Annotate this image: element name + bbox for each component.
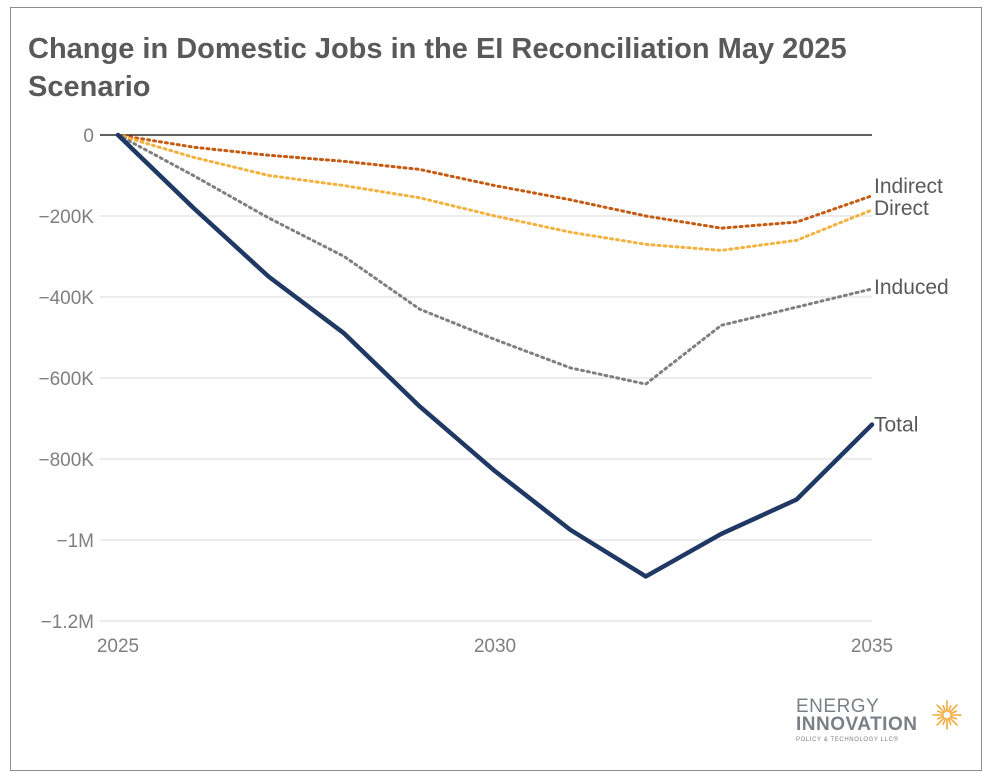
series-line-indirect <box>116 133 874 230</box>
series-lines <box>115 132 875 579</box>
logo-text-tagline: POLICY & TECHNOLOGY LLC® <box>796 737 899 743</box>
energy-innovation-logo: ENERGY INNOVATION POLICY & TECHNOLOGY LL… <box>796 697 966 749</box>
sun-ray <box>942 717 947 726</box>
sun-ray <box>949 717 958 726</box>
chart-title: Change in Domestic Jobs in the EI Reconc… <box>28 33 847 103</box>
y-tick-label: −600K <box>39 369 95 390</box>
sunburst-icon <box>932 700 962 730</box>
sun-ray <box>949 704 958 713</box>
y-tick-label: −400K <box>39 288 95 309</box>
sun-ray <box>936 710 945 715</box>
x-tick-label: 2025 <box>97 636 139 657</box>
series-line-total <box>115 132 875 579</box>
y-tick-label: −1.2M <box>41 612 94 633</box>
y-tick-label: −800K <box>39 450 95 471</box>
series-line-direct <box>116 133 874 252</box>
series-label-induced: Induced <box>874 276 949 299</box>
series-label-direct: Direct <box>874 197 929 220</box>
logo-text-innovation: INNOVATION <box>796 714 918 735</box>
y-tick-label: 0 <box>83 126 94 147</box>
x-tick-label: 2035 <box>851 636 893 657</box>
y-tick-label: −200K <box>39 207 95 228</box>
sun-ray <box>942 704 947 713</box>
series-label-indirect: Indirect <box>874 175 943 198</box>
sun-ray <box>949 715 958 720</box>
chart-frame <box>10 7 982 771</box>
sun-ray <box>936 715 945 720</box>
gridlines <box>100 134 872 622</box>
sun-ray <box>936 704 945 713</box>
sun-ray <box>936 717 945 726</box>
sun-ray <box>947 717 952 726</box>
logo-text-energy: ENERGY <box>796 696 880 717</box>
x-tick-label: 2030 <box>474 636 516 657</box>
y-axis-tick-labels: 0 −200K −400K −600K −800K −1M −1.2M <box>39 126 95 633</box>
series-line-induced <box>116 133 874 386</box>
x-axis-tick-labels: 2025 2030 2035 <box>97 636 893 657</box>
sun-ray <box>949 710 958 715</box>
y-tick-label: −1M <box>57 531 95 552</box>
sun-ray <box>947 704 952 713</box>
series-label-total: Total <box>874 414 918 437</box>
